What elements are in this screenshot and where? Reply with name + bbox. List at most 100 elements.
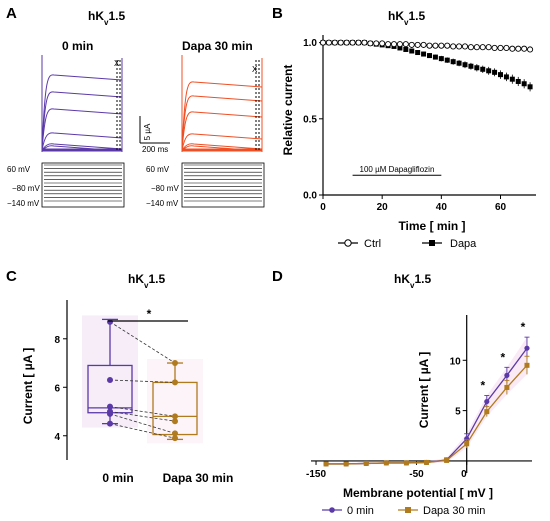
ctrl-point xyxy=(450,43,457,50)
panel-d-label: D xyxy=(272,268,283,285)
ctrl-point xyxy=(373,40,380,47)
panel-b-label: B xyxy=(272,5,283,22)
panel-b-y-tick-label: 1.0 xyxy=(303,38,317,49)
ctrl-point xyxy=(521,45,528,52)
ctrl-point xyxy=(385,41,392,48)
dapa-point xyxy=(438,56,444,62)
panel-a: A hKv1.5 0 min Dapa 30 min 5 µA 200 ms X… xyxy=(6,5,265,208)
panel-b-y-tick-label: 0.0 xyxy=(303,191,317,202)
dapa-point xyxy=(486,68,492,74)
ctrl-point xyxy=(444,42,451,49)
panel-c-ylabel: Current [ µA ] xyxy=(21,348,35,424)
v-label-60-dapa: 60 mV xyxy=(146,165,170,174)
scale-bar: 5 µA 200 ms xyxy=(139,116,170,154)
current-trace xyxy=(181,133,263,151)
point-0min xyxy=(484,398,490,405)
point-dapa30 xyxy=(403,460,409,466)
current-trace xyxy=(41,91,123,151)
dapa-point xyxy=(421,51,427,57)
paired-line xyxy=(109,379,176,383)
panel-b-xlabel: Time [ min ] xyxy=(398,219,465,233)
panel-b-ylabel: Relative current xyxy=(281,65,295,156)
dapa-point xyxy=(427,53,432,59)
panel-b-y-tick-label: 0.5 xyxy=(303,114,317,125)
panel-d-x-tick-label: 0 xyxy=(461,469,467,480)
v-label-60-0min: 60 mV xyxy=(7,165,31,174)
point-dapa30 xyxy=(424,459,430,465)
ctrl-point xyxy=(491,44,498,52)
v-label-m80-0min: −80 mV xyxy=(12,184,40,193)
point-0min xyxy=(107,377,113,383)
panel-b-legend: Ctrl Dapa xyxy=(338,238,477,250)
significance-star: * xyxy=(501,350,506,364)
dapa-point xyxy=(468,63,474,69)
dapa-point xyxy=(432,54,438,60)
marker-x-dapa: X xyxy=(252,65,258,74)
ctrl-point xyxy=(349,39,356,46)
current-trace xyxy=(41,132,123,151)
v-label-m80-dapa: −80 mV xyxy=(151,184,179,193)
significance-star: * xyxy=(480,379,485,393)
scale-y-label: 5 µA xyxy=(143,123,152,140)
current-trace xyxy=(181,111,263,151)
dapa-point xyxy=(409,48,415,54)
legend-dapa-marker xyxy=(429,240,435,246)
ctrl-point xyxy=(343,39,350,46)
point-0min xyxy=(107,318,113,325)
ctrl-point xyxy=(396,41,403,48)
scale-x-label: 200 ms xyxy=(142,145,168,154)
ctrl-point xyxy=(325,39,332,46)
legend-0min-marker xyxy=(329,507,335,513)
panel-d-y-tick-label: 10 xyxy=(450,356,462,367)
dapa-point xyxy=(498,72,503,78)
ctrl-point xyxy=(467,44,474,51)
dapa-point xyxy=(492,69,498,75)
current-trace xyxy=(41,108,123,151)
ctrl-point xyxy=(527,46,534,53)
current-trace xyxy=(41,74,123,151)
ctrl-point xyxy=(379,40,386,47)
dapagliflozin-annotation: 100 µM Dapagliflozin xyxy=(360,165,435,174)
point-dapa xyxy=(172,435,178,442)
dapa-point xyxy=(474,65,480,71)
point-dapa30 xyxy=(343,461,349,467)
paired-line xyxy=(109,406,176,417)
point-0min xyxy=(107,403,113,410)
point-dapa30 xyxy=(524,362,530,368)
ctrl-point xyxy=(420,41,427,48)
point-dapa30 xyxy=(383,460,389,466)
point-0min xyxy=(504,372,510,378)
panel-b: B hKv1.5 0 20 40 60 0.0 0.5 1.0 Relative curre… xyxy=(272,5,536,250)
ctrl-point xyxy=(331,39,338,46)
point-dapa xyxy=(172,360,178,367)
point-dapa30 xyxy=(444,457,450,463)
dapa-point xyxy=(480,66,486,72)
paired-line xyxy=(109,321,176,364)
ctrl-point xyxy=(402,41,409,48)
panel-d-title: hKv1.5 xyxy=(394,272,431,290)
panel-b-x-tick-label: 0 xyxy=(320,202,326,213)
dapa-point xyxy=(444,57,450,63)
point-0min xyxy=(524,345,530,351)
current-trace xyxy=(181,95,263,151)
panel-c-significance: * xyxy=(147,307,152,321)
dapa-point xyxy=(415,50,421,56)
ctrl-point xyxy=(515,45,522,52)
panel-c-title: hKv1.5 xyxy=(128,272,165,290)
point-dapa30 xyxy=(464,441,470,447)
ctrl-point xyxy=(479,44,486,51)
point-0min xyxy=(107,420,113,427)
v-label-m140-0min: −140 mV xyxy=(7,199,40,208)
voltage-protocol-0min xyxy=(41,162,125,208)
point-dapa30 xyxy=(323,461,329,467)
panel-a-cond-0min: 0 min xyxy=(62,39,93,53)
panel-c: C hKv1.5 4 6 8 Current [ µA ] 0 min Dapa 3… xyxy=(6,268,233,485)
paired-line xyxy=(109,411,176,422)
protocol-frame xyxy=(181,162,265,208)
point-dapa30 xyxy=(484,409,490,415)
ctrl-point xyxy=(355,39,362,46)
legend-dapa-label: Dapa xyxy=(450,238,477,250)
ctrl-point xyxy=(438,42,445,49)
panel-a-label: A xyxy=(6,5,17,22)
paired-line xyxy=(109,413,176,434)
